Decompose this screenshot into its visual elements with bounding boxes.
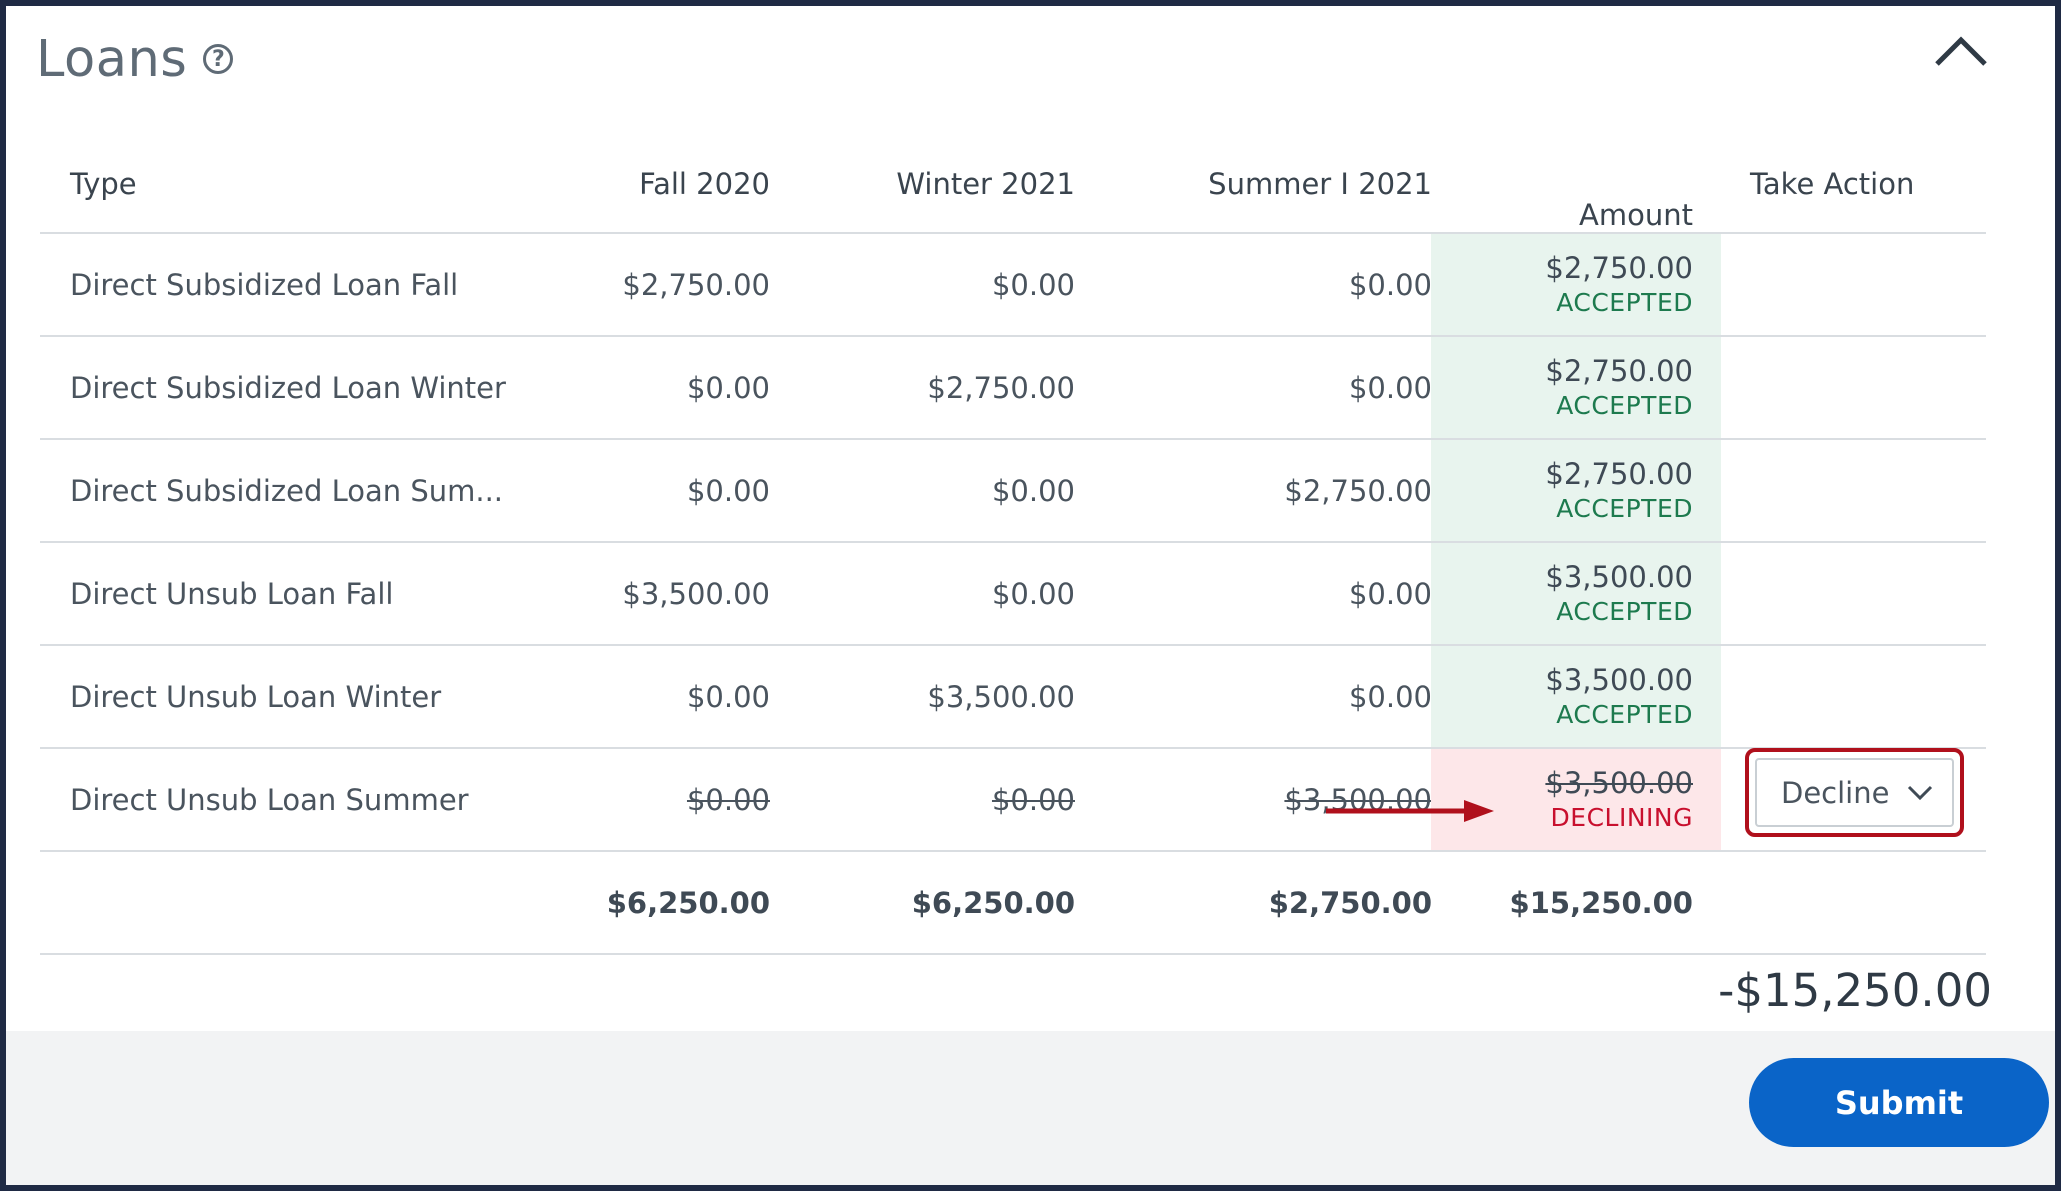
- loan-type: Direct Unsub Loan Winter: [70, 679, 442, 714]
- header-summer: Summer I 2021: [1208, 166, 1432, 201]
- amount-cell: $3,500.00 ACCEPTED: [1431, 646, 1721, 747]
- status-badge: ACCEPTED: [1556, 596, 1693, 626]
- amount-value: $3,500.00: [1545, 559, 1693, 594]
- chevron-up-icon: [1935, 36, 1987, 66]
- table-row: Direct Unsub Loan Winter $0.00 $3,500.00…: [40, 646, 1986, 749]
- winter-amount: $0.00: [991, 267, 1075, 302]
- arrow-right-icon: [1326, 800, 1494, 822]
- header-fall: Fall 2020: [639, 166, 770, 201]
- amount-value: $2,750.00: [1545, 353, 1693, 388]
- amount-value: $3,500.00: [1545, 662, 1693, 697]
- fall-amount: $0.00: [686, 679, 770, 714]
- header-amount: Amount: [1579, 198, 1693, 232]
- winter-amount: $0.00: [991, 576, 1075, 611]
- summer-amount: $0.00: [1348, 370, 1432, 405]
- section-header: Loans ?: [36, 24, 234, 94]
- header-winter: Winter 2021: [896, 166, 1075, 201]
- summer-amount: $2,750.00: [1284, 473, 1432, 508]
- loan-type: Direct Subsidized Loan Sum...: [70, 473, 504, 508]
- footer-bar: [6, 1031, 2055, 1185]
- status-badge: ACCEPTED: [1556, 390, 1693, 420]
- take-action-selected: Decline: [1781, 775, 1890, 810]
- chevron-down-icon: [1907, 785, 1933, 800]
- amount-cell: $2,750.00 ACCEPTED: [1431, 234, 1721, 335]
- take-action-highlight: Decline: [1745, 748, 1964, 837]
- status-badge: DECLINING: [1550, 802, 1693, 832]
- winter-amount: $3,500.00: [927, 679, 1075, 714]
- fall-amount: $0.00: [686, 473, 770, 508]
- fall-amount: $3,500.00: [622, 576, 770, 611]
- total-amount: $15,250.00: [1431, 852, 1721, 953]
- table-row: Direct Unsub Loan Fall $3,500.00 $0.00 $…: [40, 543, 1986, 646]
- loan-type: Direct Subsidized Loan Fall: [70, 267, 459, 302]
- winter-amount: $0.00: [991, 782, 1075, 817]
- loan-type: Direct Subsidized Loan Winter: [70, 370, 506, 405]
- table-row: Direct Subsidized Loan Sum... $0.00 $0.0…: [40, 440, 1986, 543]
- total-amount-value: $15,250.00: [1509, 885, 1693, 920]
- fall-amount: $2,750.00: [622, 267, 770, 302]
- table-row: Direct Subsidized Loan Fall $2,750.00 $0…: [40, 234, 1986, 337]
- amount-value: $2,750.00: [1545, 456, 1693, 491]
- totals-row: $6,250.00 $6,250.00 $2,750.00 $15,250.00: [40, 852, 1986, 955]
- loans-table: Type Fall 2020 Winter 2021 Summer I 2021…: [40, 135, 1986, 955]
- total-winter: $6,250.00: [911, 885, 1075, 920]
- amount-value: $2,750.00: [1545, 250, 1693, 285]
- amount-cell: $3,500.00 DECLINING: [1431, 749, 1721, 850]
- winter-amount: $0.00: [991, 473, 1075, 508]
- winter-amount: $2,750.00: [927, 370, 1075, 405]
- amount-cell: $3,500.00 ACCEPTED: [1431, 543, 1721, 644]
- table-header: Type Fall 2020 Winter 2021 Summer I 2021…: [40, 135, 1986, 234]
- header-type: Type: [70, 166, 137, 201]
- amount-cell: $2,750.00 ACCEPTED: [1431, 440, 1721, 541]
- section-title: Loans: [36, 29, 188, 89]
- table-row: Direct Unsub Loan Summer $0.00 $0.00 $3,…: [40, 749, 1986, 852]
- loan-type: Direct Unsub Loan Fall: [70, 576, 394, 611]
- status-badge: ACCEPTED: [1556, 699, 1693, 729]
- status-badge: ACCEPTED: [1556, 287, 1693, 317]
- total-summer: $2,750.00: [1268, 885, 1432, 920]
- summer-amount: $0.00: [1348, 267, 1432, 302]
- submit-button[interactable]: Submit: [1749, 1058, 2049, 1147]
- fall-amount: $0.00: [686, 370, 770, 405]
- status-badge: ACCEPTED: [1556, 493, 1693, 523]
- header-take-action: Take Action: [1750, 166, 1915, 201]
- question-circle-icon[interactable]: ?: [203, 44, 234, 74]
- collapse-button[interactable]: [1931, 26, 1991, 76]
- fall-amount: $0.00: [686, 782, 770, 817]
- total-fall: $6,250.00: [606, 885, 770, 920]
- amount-value: $3,500.00: [1545, 765, 1693, 800]
- loan-type: Direct Unsub Loan Summer: [70, 782, 469, 817]
- grand-total: -$15,250.00: [1718, 964, 1992, 1017]
- summer-amount: $0.00: [1348, 576, 1432, 611]
- amount-cell: $2,750.00 ACCEPTED: [1431, 337, 1721, 438]
- table-row: Direct Subsidized Loan Winter $0.00 $2,7…: [40, 337, 1986, 440]
- summer-amount: $0.00: [1348, 679, 1432, 714]
- take-action-dropdown[interactable]: Decline: [1755, 758, 1954, 827]
